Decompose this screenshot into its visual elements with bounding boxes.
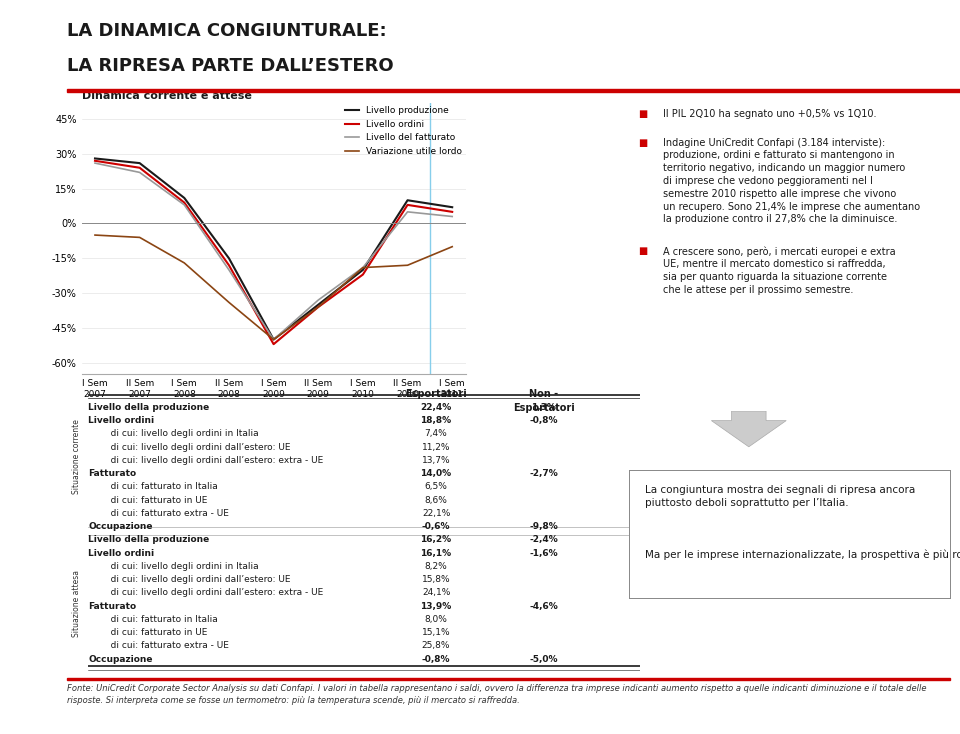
Text: 13,7%: 13,7% <box>421 456 450 465</box>
Text: 22,4%: 22,4% <box>420 403 452 412</box>
Text: Occupazione: Occupazione <box>88 522 153 531</box>
Text: Occupazione: Occupazione <box>88 655 153 664</box>
Text: 15,1%: 15,1% <box>421 628 450 637</box>
Text: Indagine UniCredit Confapi (3.184 interviste):
produzione, ordini e fatturato si: Indagine UniCredit Confapi (3.184 interv… <box>663 137 921 225</box>
Text: Fatturato: Fatturato <box>88 602 136 611</box>
Text: Il PIL 2Q10 ha segnato uno +0,5% vs 1Q10.: Il PIL 2Q10 ha segnato uno +0,5% vs 1Q10… <box>663 109 876 119</box>
Text: Non -: Non - <box>529 389 559 399</box>
Text: ■: ■ <box>638 109 648 119</box>
Text: -9,8%: -9,8% <box>529 522 558 531</box>
Text: 8,0%: 8,0% <box>424 615 447 624</box>
Text: di cui: livello degli ordini dall’estero: UE: di cui: livello degli ordini dall’estero… <box>102 443 291 451</box>
Text: 7,4%: 7,4% <box>424 429 447 438</box>
Text: Livello della produzione: Livello della produzione <box>88 403 209 412</box>
Text: Situazione attesa: Situazione attesa <box>72 570 82 637</box>
Text: di cui: livello degli ordini in Italia: di cui: livello degli ordini in Italia <box>102 429 259 438</box>
Text: LA DINAMICA CONGIUNTURALE:: LA DINAMICA CONGIUNTURALE: <box>67 22 387 40</box>
Text: di cui: fatturato in UE: di cui: fatturato in UE <box>102 628 207 637</box>
Text: Fatturato: Fatturato <box>88 469 136 478</box>
Text: -1,6%: -1,6% <box>529 549 558 558</box>
Text: Livello ordini: Livello ordini <box>88 416 155 425</box>
Text: 22,1%: 22,1% <box>421 509 450 518</box>
Text: di cui: fatturato extra - UE: di cui: fatturato extra - UE <box>102 509 229 518</box>
Text: -0,8%: -0,8% <box>421 655 450 664</box>
Text: Esportatori: Esportatori <box>513 403 575 413</box>
Text: UniCredit: UniCredit <box>20 55 33 121</box>
Text: 15,8%: 15,8% <box>421 575 450 584</box>
Text: Livello ordini: Livello ordini <box>88 549 155 558</box>
Text: 18,8%: 18,8% <box>420 416 451 425</box>
Text: ■: ■ <box>638 246 648 256</box>
Text: -4,6%: -4,6% <box>529 602 558 611</box>
Text: Livello della produzione: Livello della produzione <box>88 535 209 545</box>
Text: 14,0%: 14,0% <box>420 469 451 478</box>
Text: Situazione corrente: Situazione corrente <box>72 419 82 495</box>
Text: 1,3%: 1,3% <box>531 403 556 412</box>
Text: -0,6%: -0,6% <box>421 522 450 531</box>
Text: 11,2%: 11,2% <box>421 443 450 451</box>
Text: Ma per le imprese internazionalizzate, la prospettiva è più rosea.: Ma per le imprese internazionalizzate, l… <box>645 549 960 560</box>
Text: -2,4%: -2,4% <box>529 535 558 545</box>
Text: Esportatori: Esportatori <box>405 389 467 399</box>
Text: di cui: fatturato in Italia: di cui: fatturato in Italia <box>102 615 218 624</box>
Text: 8,2%: 8,2% <box>424 562 447 571</box>
Text: ■: ■ <box>638 137 648 148</box>
Text: 6,5%: 6,5% <box>424 482 447 492</box>
Text: 24,1%: 24,1% <box>421 589 450 597</box>
Text: A crescere sono, però, i mercati europei e extra
UE, mentre il mercato domestico: A crescere sono, però, i mercati europei… <box>663 246 896 295</box>
Text: 8,6%: 8,6% <box>424 495 447 505</box>
Text: -2,7%: -2,7% <box>529 469 558 478</box>
Text: La congiuntura mostra dei segnali di ripresa ancora piuttosto deboli soprattutto: La congiuntura mostra dei segnali di rip… <box>645 485 915 508</box>
Legend: Livello produzione, Livello ordini, Livello del fatturato, Variazione utile lord: Livello produzione, Livello ordini, Live… <box>342 103 466 159</box>
Text: Fonte: UniCredit Corporate Sector Analysis su dati Confapi. I valori in tabella : Fonte: UniCredit Corporate Sector Analys… <box>67 684 926 705</box>
Text: LA RIPRESA PARTE DALL’ESTERO: LA RIPRESA PARTE DALL’ESTERO <box>67 57 394 76</box>
Text: di cui: fatturato in UE: di cui: fatturato in UE <box>102 495 207 505</box>
Text: di cui: fatturato extra - UE: di cui: fatturato extra - UE <box>102 642 229 650</box>
Text: 13,9%: 13,9% <box>420 602 452 611</box>
Text: di cui: fatturato in Italia: di cui: fatturato in Italia <box>102 482 218 492</box>
Text: 25,8%: 25,8% <box>421 642 450 650</box>
Text: Dinamica corrente e attese: Dinamica corrente e attese <box>82 90 252 101</box>
Text: 16,2%: 16,2% <box>420 535 451 545</box>
Text: -0,8%: -0,8% <box>530 416 558 425</box>
Text: di cui: livello degli ordini dall’estero: UE: di cui: livello degli ordini dall’estero… <box>102 575 291 584</box>
FancyArrow shape <box>711 411 786 447</box>
Text: di cui: livello degli ordini in Italia: di cui: livello degli ordini in Italia <box>102 562 259 571</box>
Text: di cui: livello degli ordini dall’estero: extra - UE: di cui: livello degli ordini dall’estero… <box>102 456 324 465</box>
Text: -5,0%: -5,0% <box>530 655 558 664</box>
Text: 16,1%: 16,1% <box>420 549 451 558</box>
Text: di cui: livello degli ordini dall’estero: extra - UE: di cui: livello degli ordini dall’estero… <box>102 589 324 597</box>
